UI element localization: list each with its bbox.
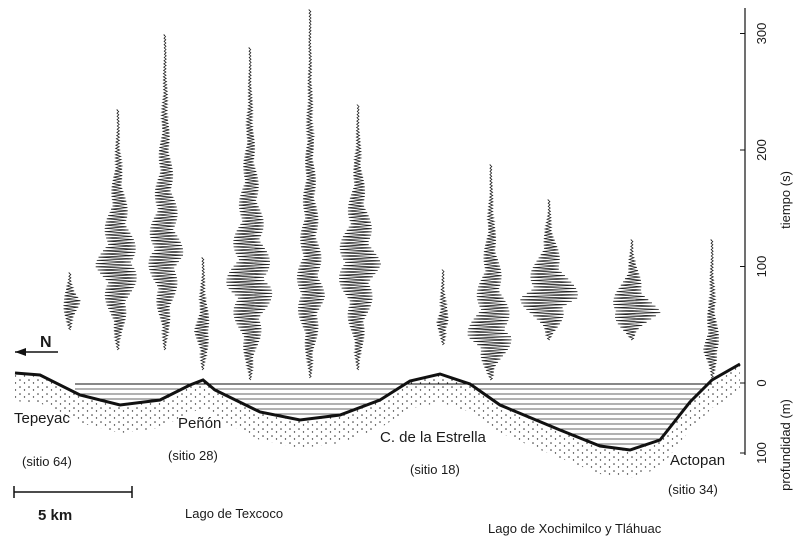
scale-label: 5 km	[38, 507, 72, 524]
seismogram	[436, 269, 449, 346]
seismogram	[467, 164, 512, 381]
seismogram	[296, 9, 325, 379]
ground-line	[14, 362, 741, 452]
depth-tick-label: 100	[754, 442, 769, 464]
seismogram	[520, 199, 578, 341]
lake-label: Lago de Texcoco	[185, 506, 283, 521]
north-arrow-head	[15, 348, 26, 356]
seismograms	[63, 9, 720, 381]
site-name: Peñón	[178, 415, 221, 432]
time-tick-label: 300	[754, 23, 769, 45]
north-label: N	[40, 334, 52, 351]
lake-label: Lago de Xochimilco y Tláhuac	[488, 521, 662, 536]
seismogram	[95, 109, 137, 351]
sediment	[15, 364, 740, 478]
site-code: (sitio 34)	[668, 482, 718, 497]
site-code: (sitio 18)	[410, 462, 460, 477]
seismogram	[226, 47, 273, 381]
time-tick-label: 200	[754, 139, 769, 161]
site-name: Tepeyac	[14, 410, 70, 427]
site-name: C. de la Estrella	[380, 429, 487, 446]
cross-section	[14, 362, 741, 478]
site-code: (sitio 64)	[22, 454, 72, 469]
site-name: Actopan	[670, 452, 725, 469]
seismogram	[703, 239, 720, 379]
seismogram	[613, 239, 661, 341]
seismogram	[338, 104, 382, 371]
ticks: 100 200 300 0 100	[740, 23, 769, 464]
site-code: (sitio 28)	[168, 448, 218, 463]
time-axis-label: tiempo (s)	[778, 171, 793, 229]
seismogram	[194, 257, 210, 371]
depth-axis-label: profundidad (m)	[778, 399, 793, 491]
seismogram	[148, 34, 184, 351]
seismogram	[63, 272, 81, 331]
depth-tick-label: 0	[754, 379, 769, 386]
time-tick-label: 100	[754, 256, 769, 278]
